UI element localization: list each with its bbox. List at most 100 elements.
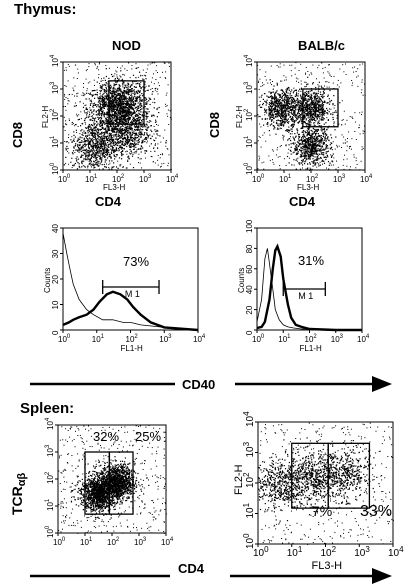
- event-dot: [266, 118, 268, 120]
- event-dot: [282, 106, 284, 108]
- event-dot: [114, 84, 116, 86]
- event-dot: [129, 146, 131, 148]
- event-dot: [90, 163, 92, 165]
- event-dot: [280, 94, 282, 96]
- event-dot: [323, 123, 325, 125]
- event-dot: [102, 104, 104, 106]
- event-dot: [121, 104, 122, 106]
- event-dot: [309, 158, 311, 160]
- event-dot: [85, 70, 87, 72]
- event-dot: [133, 148, 135, 150]
- event-dot: [121, 152, 123, 154]
- event-dot: [301, 153, 303, 155]
- event-dot: [90, 159, 92, 161]
- event-dot: [327, 147, 329, 149]
- event-dot: [103, 146, 106, 148]
- event-dot: [300, 108, 302, 110]
- event-dot: [76, 132, 78, 133]
- event-dot: [137, 142, 139, 144]
- event-dot: [115, 105, 117, 107]
- event-dot: [101, 115, 103, 117]
- event-dot: [121, 106, 123, 109]
- event-dot: [121, 78, 123, 80]
- event-dot: [323, 162, 326, 164]
- event-dot: [315, 100, 317, 102]
- event-dot: [290, 111, 293, 113]
- event-dot: [115, 96, 117, 98]
- event-dot: [136, 91, 138, 93]
- event-dot: [150, 143, 152, 145]
- event-dot: [103, 155, 105, 157]
- event-dot: [148, 111, 150, 113]
- event-dot: [114, 108, 116, 110]
- event-dot: [130, 100, 132, 102]
- event-dot: [113, 155, 115, 157]
- event-dot: [320, 142, 322, 144]
- event-dot: [314, 164, 316, 166]
- event-dot: [132, 100, 134, 102]
- event-dot: [319, 104, 321, 107]
- event-dot: [116, 144, 118, 146]
- event-dot: [144, 99, 146, 101]
- event-dot: [79, 138, 81, 140]
- event-dot: [122, 118, 124, 120]
- event-dot: [137, 135, 140, 137]
- event-dot: [279, 105, 281, 107]
- event-dot: [109, 88, 111, 90]
- event-dot: [110, 102, 113, 104]
- event-dot: [269, 96, 271, 98]
- event-dot: [308, 105, 310, 107]
- event-dot: [266, 109, 268, 111]
- event-dot: [278, 125, 280, 127]
- event-dot: [292, 108, 294, 111]
- event-dot: [95, 154, 97, 156]
- event-dot: [125, 109, 127, 111]
- event-dot: [94, 89, 96, 92]
- event-dot: [282, 110, 284, 112]
- event-dot: [84, 143, 86, 145]
- event-dot: [137, 122, 140, 124]
- event-dot: [95, 159, 97, 161]
- event-dot: [91, 129, 93, 131]
- event-dot: [140, 136, 142, 138]
- event-dot: [88, 66, 90, 68]
- event-dot: [132, 140, 134, 142]
- cd8-label-right: CD8: [207, 112, 222, 138]
- event-dot: [118, 150, 120, 152]
- event-dot: [135, 67, 137, 69]
- event-dot: [327, 161, 330, 163]
- event-dot: [125, 115, 127, 117]
- event-dot: [139, 94, 141, 96]
- event-dot: [108, 134, 110, 136]
- event-dot: [93, 109, 95, 111]
- event-dot: [130, 111, 132, 113]
- event-dot: [135, 77, 137, 79]
- event-dot: [131, 101, 133, 103]
- event-dot: [113, 128, 115, 130]
- event-dot: [305, 98, 307, 100]
- event-dot: [90, 118, 92, 120]
- event-dot: [132, 89, 134, 92]
- event-dot: [144, 132, 146, 134]
- event-dot: [73, 131, 75, 133]
- event-dot: [298, 121, 300, 123]
- event-dot: [316, 106, 318, 108]
- event-dot: [96, 67, 98, 69]
- event-dot: [298, 133, 300, 136]
- event-dot: [305, 103, 307, 105]
- event-dot: [97, 97, 99, 99]
- event-dot: [106, 151, 108, 153]
- event-dot: [115, 102, 117, 104]
- event-dot: [298, 144, 301, 146]
- event-dot: [124, 106, 126, 108]
- event-dot: [93, 89, 95, 92]
- event-dot: [94, 144, 96, 146]
- event-dot: [100, 132, 103, 134]
- event-dot: [307, 76, 309, 78]
- event-dot: [274, 110, 276, 112]
- event-dot: [93, 167, 95, 169]
- event-dot: [298, 109, 300, 111]
- event-dot: [310, 93, 312, 95]
- event-dot: [129, 90, 131, 92]
